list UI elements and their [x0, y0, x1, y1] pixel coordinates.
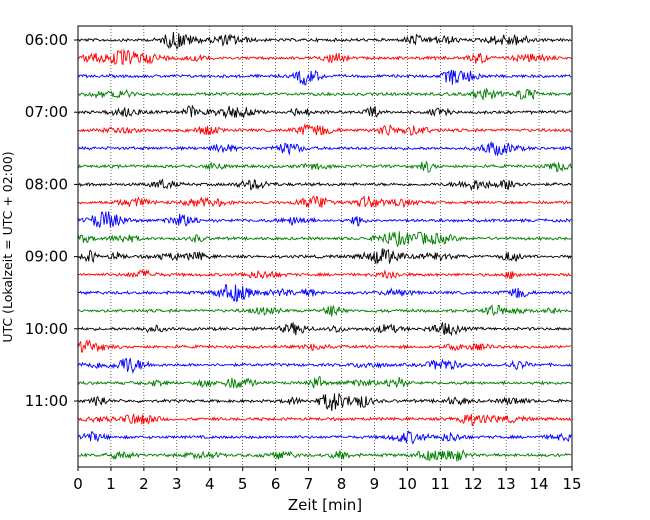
y-tick-label: 09:00: [25, 248, 68, 266]
x-tick-label: 15: [562, 475, 581, 493]
seismogram-trace: [77, 140, 572, 157]
y-tick-label: 08:00: [25, 175, 68, 193]
seismogram-trace: [77, 449, 572, 462]
x-tick-label: 10: [398, 475, 417, 493]
x-tick-label: 2: [139, 475, 149, 493]
x-tick-label: 9: [370, 475, 380, 493]
seismogram-trace: [77, 178, 572, 192]
x-tick-label: 8: [337, 475, 347, 493]
y-tick-label: 10:00: [25, 320, 68, 338]
y-axis-ticks: 06:00 07:00 08:00 09:00 10:00 11:00: [25, 31, 78, 410]
seismogram-trace: [77, 430, 572, 445]
seismogram-trace: [77, 322, 572, 337]
seismogram-trace: [77, 268, 572, 280]
x-tick-label: 14: [530, 475, 549, 493]
x-tick-label: 3: [172, 475, 182, 493]
trace-group: [77, 31, 572, 462]
x-tick-label: 12: [464, 475, 483, 493]
seismogram-trace: [77, 393, 572, 412]
seismogram-trace: [77, 412, 572, 427]
seismogram-trace: [77, 87, 572, 101]
seismogram-trace: [77, 123, 572, 137]
seismogram-trace: [77, 211, 572, 228]
x-tick-label: 13: [497, 475, 516, 493]
seismogram-trace: [77, 284, 572, 302]
seismogram-trace: [77, 160, 572, 173]
seismogram-trace: [77, 69, 572, 86]
seismogram-trace: [77, 31, 572, 50]
x-tick-label: 7: [304, 475, 314, 493]
seismogram-trace: [78, 304, 572, 317]
y-tick-label: 07:00: [25, 103, 68, 121]
seismogram-trace: [77, 357, 572, 375]
x-tick-label: 0: [73, 475, 83, 493]
x-tick-label: 11: [431, 475, 450, 493]
x-axis-ticks: 0 1 2 3 4 5 6 7 8 9 10 11 12 13 14 15: [73, 467, 582, 493]
x-tick-label: 5: [238, 475, 248, 493]
seismogram-trace: [77, 231, 572, 248]
seismogram-trace: [77, 339, 572, 353]
seismogram-trace: [77, 376, 572, 389]
x-tick-label: 4: [205, 475, 215, 493]
seismogram-trace: [77, 195, 572, 209]
seismogram-trace: [77, 48, 572, 66]
seismogram-trace: [77, 104, 572, 119]
y-axis-label: UTC (Lokalzeit = UTC + 02:00): [0, 151, 15, 342]
x-tick-label: 6: [271, 475, 281, 493]
x-axis-label: Zeit [min]: [288, 496, 362, 514]
x-tick-label: 1: [106, 475, 116, 493]
plot-frame: [77, 25, 573, 468]
y-tick-label: 11:00: [25, 392, 68, 410]
y-tick-label: 06:00: [25, 31, 68, 49]
seismogram-trace: [77, 247, 572, 265]
